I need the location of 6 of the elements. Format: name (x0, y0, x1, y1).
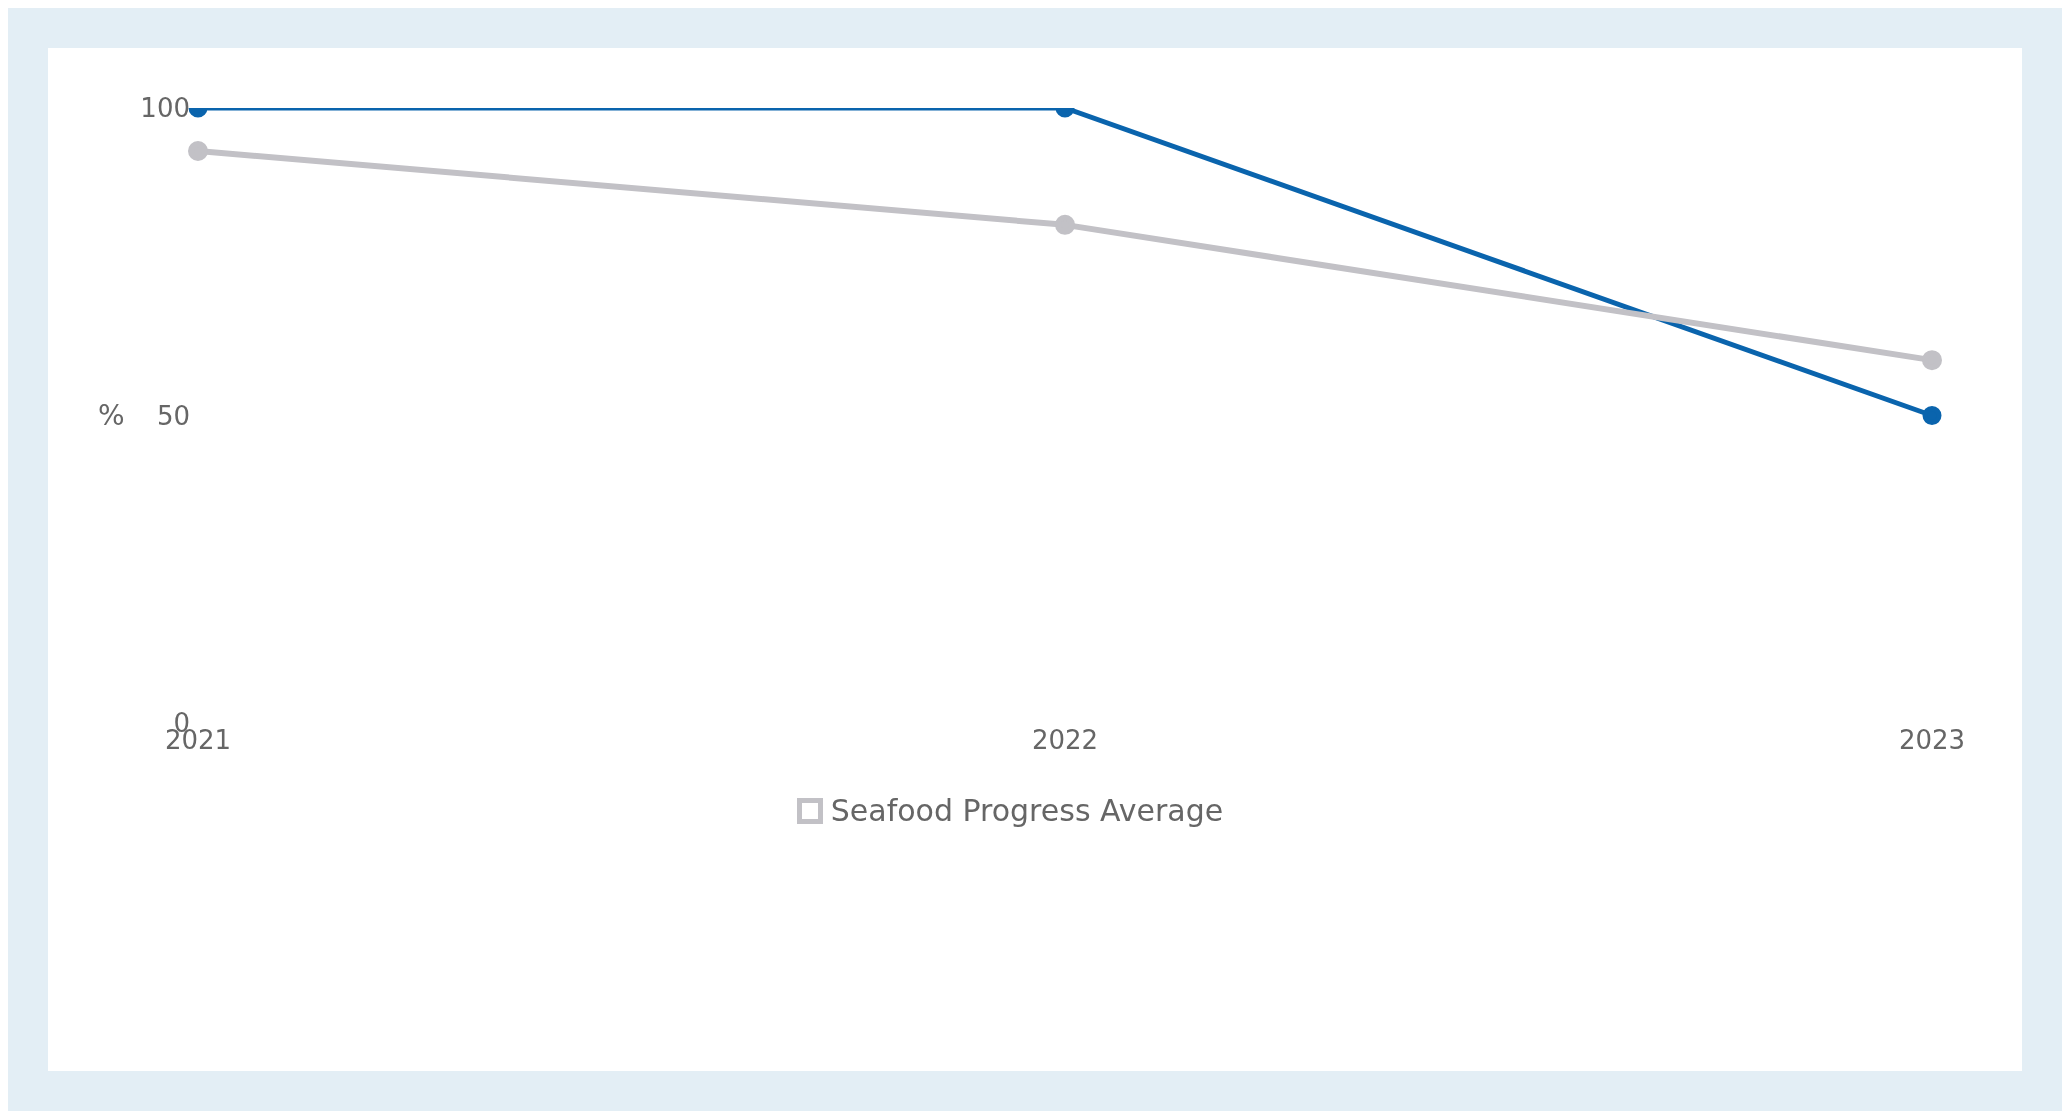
y-axis-title: % (98, 399, 125, 433)
x-tick-label: 2023 (1898, 725, 1966, 756)
y-tick-label: 100 (140, 93, 190, 124)
x-tick-label: 2022 (1031, 725, 1099, 756)
y-tick-label: 50 (156, 400, 190, 431)
legend-label: Seafood Progress Average (829, 793, 1224, 828)
